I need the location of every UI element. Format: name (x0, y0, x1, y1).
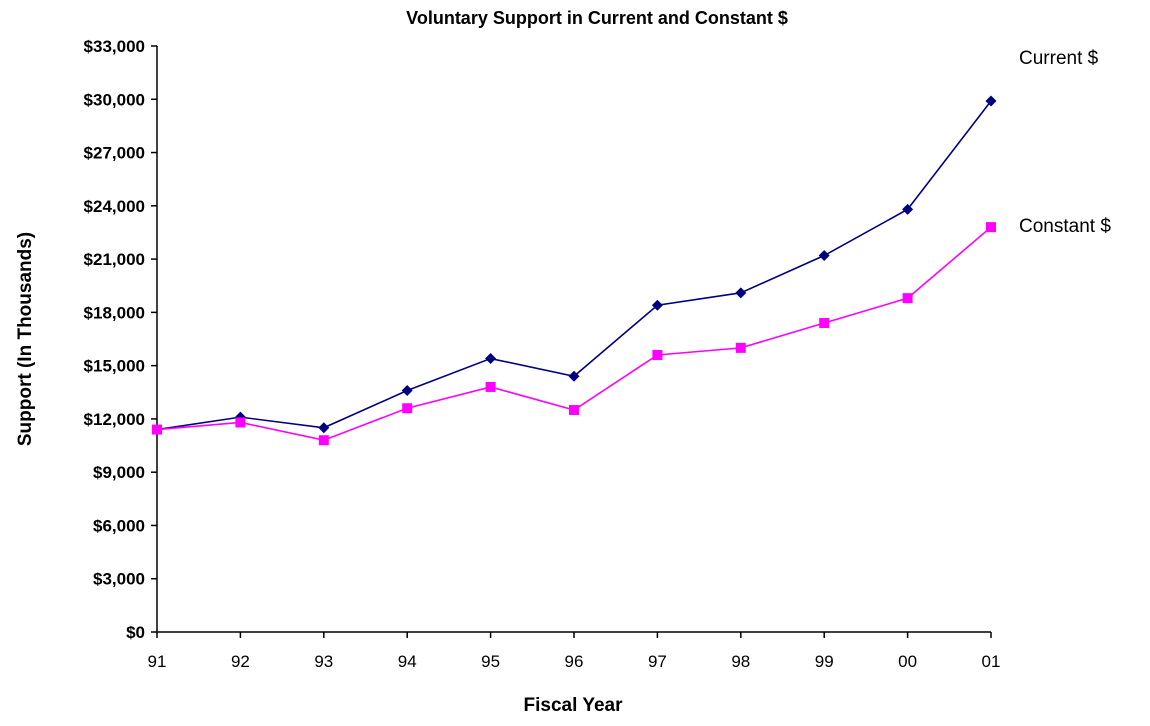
y-tick-label: $3,000 (93, 570, 145, 589)
series-label: Constant $ (1019, 216, 1111, 237)
series-constant: Constant $ (152, 216, 1111, 446)
x-tick-label: 96 (565, 652, 584, 671)
data-point (568, 370, 580, 382)
y-tick-label: $24,000 (84, 197, 145, 216)
x-tick-label: 93 (314, 652, 333, 671)
x-ticks: 91 92 93 94 95 96 97 98 99 00 01 (148, 632, 1001, 671)
data-point (902, 293, 913, 304)
y-tick-label: $9,000 (93, 463, 145, 482)
data-point (986, 222, 996, 233)
x-tick-label: 00 (898, 652, 917, 671)
data-point (485, 353, 497, 365)
data-point (152, 424, 162, 435)
y-tick-label: $27,000 (84, 144, 145, 163)
x-tick-label: 99 (815, 652, 834, 671)
data-point (318, 422, 330, 434)
chart-title: Voluntary Support in Current and Constan… (406, 8, 788, 28)
y-tick-label: $30,000 (84, 90, 145, 109)
y-tick-label: $15,000 (84, 357, 145, 376)
x-tick-label: 98 (731, 652, 750, 671)
data-point (401, 384, 413, 396)
axes (156, 46, 991, 633)
data-point (235, 417, 246, 428)
series-layer: Current $ Constant $ (151, 48, 1111, 446)
x-tick-label: 94 (398, 652, 417, 671)
data-point (902, 203, 914, 215)
data-point (818, 250, 830, 262)
y-tick-label: $18,000 (84, 303, 145, 322)
data-point (569, 405, 579, 416)
data-point (985, 95, 997, 107)
y-ticks: $0 $3,000 $6,000 $9,000 $12,000 $15,000 $18,00… (84, 37, 157, 642)
x-tick-label: 91 (148, 652, 167, 671)
x-axis-label: Fiscal Year (524, 695, 624, 716)
x-tick-label: 97 (648, 652, 667, 671)
y-tick-label: $33,000 (84, 37, 145, 56)
y-axis-label: Support (In Thousands) (15, 232, 36, 446)
data-point (652, 349, 663, 360)
data-point (819, 318, 830, 329)
data-point (318, 435, 329, 446)
series-label: Current $ (1019, 48, 1099, 69)
y-tick-label: $0 (126, 623, 145, 642)
data-point (735, 287, 747, 299)
y-tick-label: $12,000 (84, 410, 145, 429)
y-tick-label: $21,000 (84, 250, 145, 269)
data-point (402, 403, 413, 414)
y-tick-label: $6,000 (93, 516, 145, 535)
x-tick-label: 92 (231, 652, 250, 671)
series-current: Current $ (151, 48, 1099, 436)
x-tick-label: 95 (481, 652, 500, 671)
data-point (735, 342, 746, 353)
data-point (651, 299, 663, 311)
x-tick-label: 01 (982, 652, 1001, 671)
data-point (485, 381, 496, 392)
